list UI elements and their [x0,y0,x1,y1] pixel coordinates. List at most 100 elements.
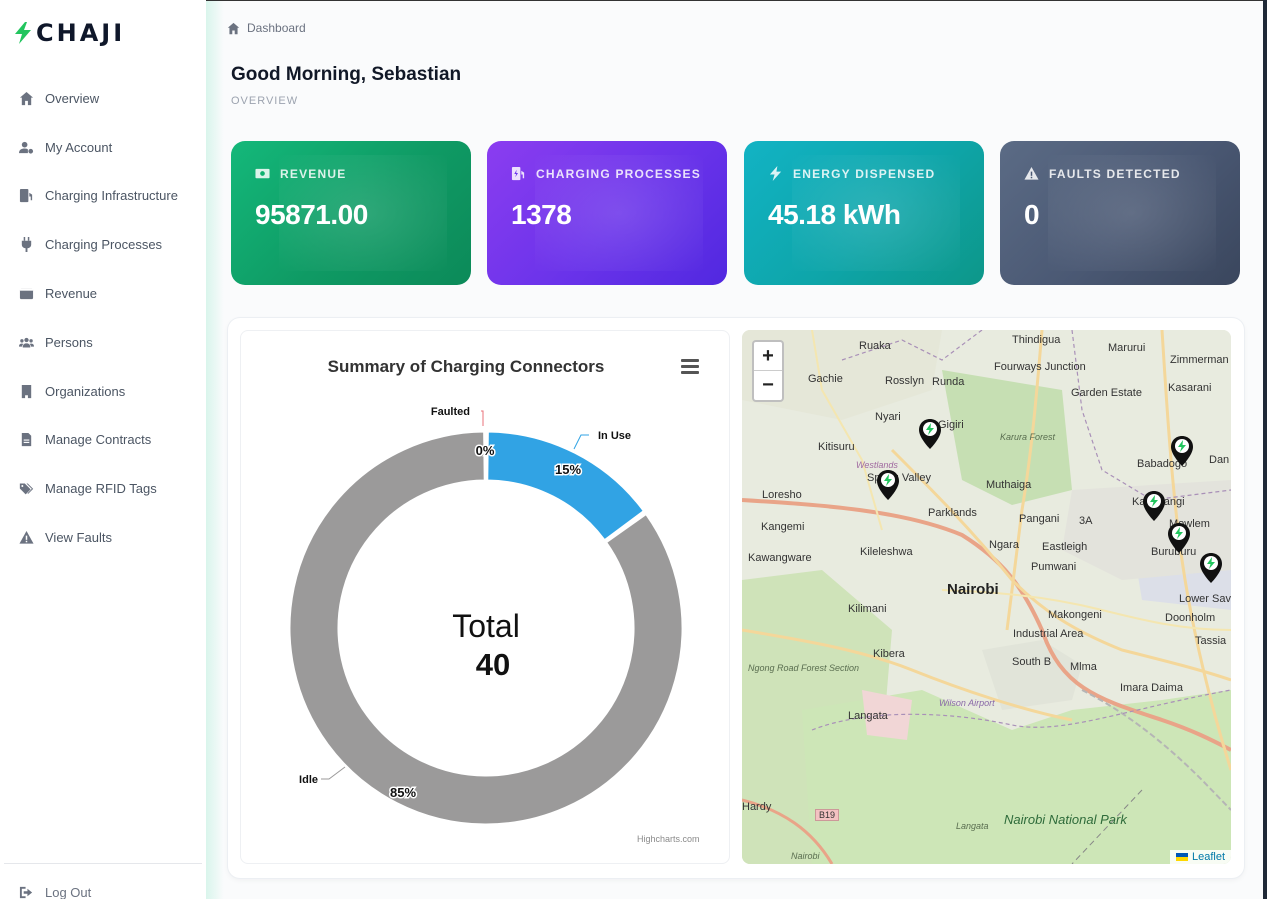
map-label: 3A [1079,515,1093,527]
map-label: Makongeni [1048,609,1102,621]
charging-station-marker[interactable] [876,469,900,501]
leaflet-attribution-label: Leaflet [1191,851,1225,863]
map-label: Kangemi [761,521,805,533]
revenue-card-header: REVENUE [255,166,346,181]
revenue-card-label: REVENUE [280,166,347,181]
faulted-label: Faulted [431,406,470,418]
donut-slice-idle[interactable] [289,431,683,825]
map-label: Gachie [808,373,843,385]
map-label: Langata [848,710,888,722]
revenue-card[interactable]: REVENUE 95871.00 [231,141,471,285]
sidebar-item-label: My Account [45,139,113,155]
charging-processes-card[interactable]: CHARGING PROCESSES 1378 [487,141,727,285]
brand-logo[interactable]: CHAJI [12,19,126,47]
map-label: Zimmerman [1170,354,1229,366]
sidebar-item-label: Manage RFID Tags [45,481,157,497]
building-icon [18,383,34,399]
map-label: Kibera [873,648,905,660]
chart-menu-button[interactable] [681,359,699,375]
zoom-in-button[interactable]: + [754,342,782,371]
window-top-border [206,0,1267,1]
sidebar-item-label: Organizations [45,383,126,399]
faults-detected-card-label: FAULTS DETECTED [1049,166,1181,181]
map-label: Langata [956,821,989,831]
sidebar-item-persons[interactable]: Persons [0,318,206,367]
sidebar-item-revenue[interactable]: Revenue [0,269,206,318]
map-label: Pumwani [1031,561,1077,573]
sidebar: CHAJI Overview My Account Charging Infra… [0,0,206,899]
charging-station-marker[interactable] [1170,435,1194,467]
idle-label: Idle [299,774,318,786]
idle-connector [321,766,346,780]
brand-name: CHAJI [36,19,126,47]
map-label: Loresho [762,489,802,501]
charging-station-marker[interactable] [1199,552,1223,584]
page-title: Good Morning, Sebastian [231,64,462,85]
logout-label: Log Out [45,884,92,899]
map-label: Imara Daima [1120,682,1183,694]
chart-title: Summary of Charging Connectors [327,357,605,376]
map-label: Kitisuru [818,441,855,453]
bolt-logo-icon [15,22,31,44]
energy-dispensed-card-label: ENERGY DISPENSED [793,166,936,181]
highcharts-credit-link[interactable]: Highcharts.com [637,834,700,844]
sidebar-item-charging-infrastructure[interactable]: Charging Infrastructure [0,172,206,221]
charging-station-marker[interactable] [1142,490,1166,522]
map-label: Muthaiga [986,479,1032,491]
idle-percent-label: 85% [390,785,416,800]
faulted-connector [481,410,484,426]
map-label: Runda [932,376,965,388]
stations-map[interactable]: + − Ruaka Thindigua Marurui Zimmerman Ga… [742,330,1231,864]
plug-icon [18,237,34,253]
faults-detected-card-header: FAULTS DETECTED [1024,166,1181,181]
sidebar-item-organizations[interactable]: Organizations [0,367,206,416]
leaflet-attribution-link[interactable]: Leaflet [1169,850,1231,864]
sidebar-item-manage-contracts[interactable]: Manage Contracts [0,416,206,465]
map-label: Nyari [875,411,901,423]
charging-station-icon [511,166,525,181]
sidebar-item-view-faults[interactable]: View Faults [0,513,206,562]
charging-station-marker[interactable] [918,418,942,450]
page-subtitle: OVERVIEW [231,95,299,107]
logout-button[interactable]: Log Out [18,884,91,899]
map-label: Rosslyn [885,375,925,387]
chart-center-label: Total [452,608,520,644]
map-label: Thindigua [1012,334,1061,346]
money-icon [255,168,270,179]
map-label: Wilson Airport [939,698,995,708]
map-label: Pangani [1019,513,1060,525]
in-use-label: In Use [598,430,631,442]
faulted-percent-label: 0% [476,443,495,458]
sidebar-item-overview[interactable]: Overview [0,74,206,123]
faults-detected-card-value: 0 [1024,199,1040,230]
map-label: Mlma [1070,661,1097,673]
map-label: South B [1012,656,1052,668]
charging-processes-card-header: CHARGING PROCESSES [511,166,701,181]
sidebar-divider [4,863,202,864]
breadcrumb[interactable]: Dashboard [227,21,306,35]
sidebar-item-label: Overview [45,90,100,106]
map-zoom-control: + − [752,340,784,402]
map-label: Karura Forest [1000,432,1056,442]
zoom-out-button[interactable]: − [762,374,774,396]
chart-center-value: 40 [476,647,510,682]
sidebar-item-my-account[interactable]: My Account [0,123,206,172]
charging-station-marker[interactable] [1167,522,1191,554]
sidebar-shadow [206,0,224,899]
map-label: Gigiri [938,419,964,431]
sidebar-item-charging-processes[interactable]: Charging Processes [0,220,206,269]
map-label: Nairobi [947,581,999,598]
energy-dispensed-card[interactable]: ENERGY DISPENSED 45.18 kWh [744,141,984,285]
breadcrumb-label: Dashboard [247,21,306,35]
energy-dispensed-card-value: 45.18 kWh [768,199,901,230]
sidebar-item-label: View Faults [45,530,112,546]
sidebar-item-manage-rfid-tags[interactable]: Manage RFID Tags [0,464,206,513]
user-cog-icon [18,139,34,155]
warning-icon [1024,166,1039,180]
home-icon [18,90,34,106]
faults-detected-card[interactable]: FAULTS DETECTED 0 [1000,141,1240,285]
logout-icon [18,884,34,899]
donut-slice-in-use[interactable] [487,431,644,541]
gas-pump-icon [18,188,34,204]
in-use-percent-label: 15% [555,462,581,477]
